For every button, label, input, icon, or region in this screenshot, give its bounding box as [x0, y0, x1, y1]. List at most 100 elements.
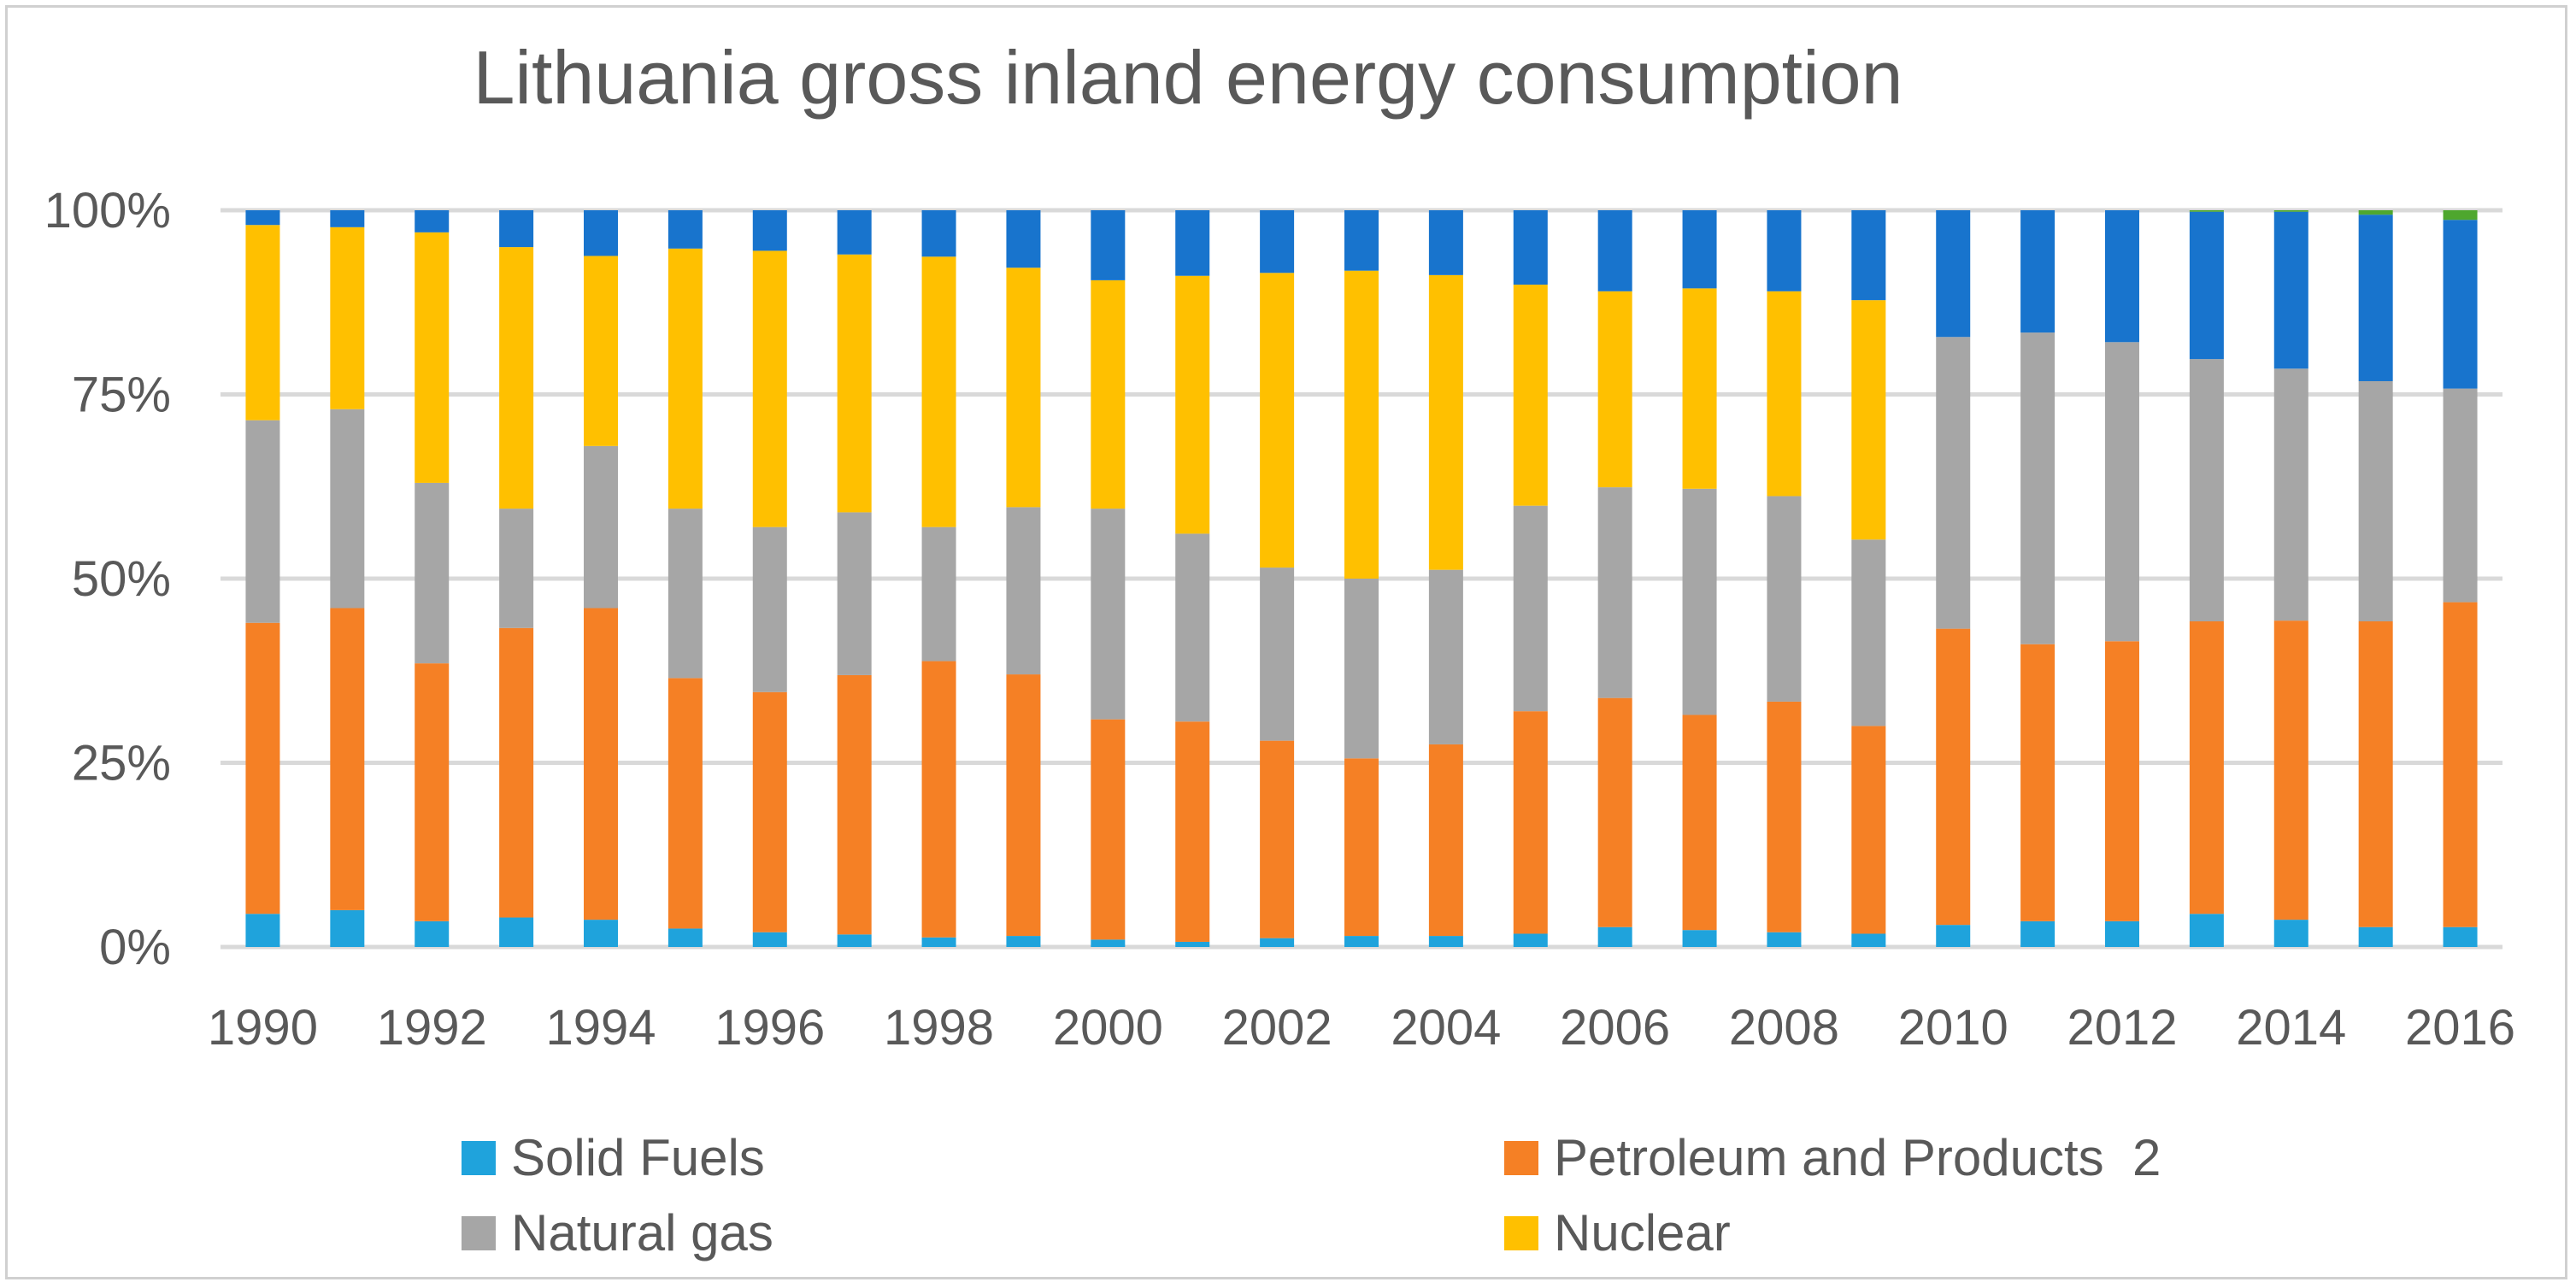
bar-segment-1994-s1 — [584, 608, 618, 920]
bar-segment-2002-s1 — [1260, 740, 1295, 938]
bar-segment-1990-s3 — [245, 225, 280, 421]
y-tick-label: 25% — [72, 736, 171, 791]
bar-segment-2006-s0 — [1597, 926, 1632, 947]
bar-segment-1992-s4 — [415, 210, 450, 232]
legend-item-petroleum: Petroleum and Products 2 — [1504, 1128, 2161, 1187]
chart-frame — [5, 5, 2567, 1279]
bar-segment-1998-s1 — [921, 661, 956, 938]
bar-segment-2015-s5 — [2358, 210, 2393, 215]
bar-segment-2009-s0 — [1851, 933, 1886, 947]
bar-segment-1994-s4 — [584, 210, 618, 256]
bar-segment-1996-s2 — [752, 526, 787, 692]
bar-segment-1999-s3 — [1006, 268, 1041, 508]
bars — [245, 210, 2478, 947]
x-tick-label: 2000 — [1053, 1000, 1163, 1056]
bar-segment-2013-s5 — [2189, 210, 2224, 212]
x-tick-label: 2002 — [1222, 1000, 1332, 1056]
bar-segment-2002-s4 — [1260, 210, 1295, 273]
bar-segment-1994-s3 — [584, 256, 618, 446]
bar-segment-2003-s3 — [1344, 270, 1379, 579]
bar-segment-2014-s2 — [2273, 368, 2308, 621]
bar-segment-2016-s4 — [2443, 220, 2478, 389]
x-tick-label: 2008 — [1729, 1000, 1839, 1056]
x-tick-label: 1990 — [208, 1000, 318, 1056]
bar-segment-1999-s4 — [1006, 210, 1041, 268]
bar-segment-2005-s3 — [1513, 285, 1548, 506]
bar-segment-1997-s3 — [837, 254, 872, 513]
bar-segment-2001-s2 — [1175, 533, 1210, 722]
bar-segment-2010-s0 — [1936, 925, 1971, 947]
bar-segment-2001-s4 — [1175, 210, 1210, 276]
legend-item-natural-gas: Natural gas — [462, 1203, 773, 1262]
bar-segment-2003-s2 — [1344, 579, 1379, 759]
bar-segment-1996-s4 — [752, 210, 787, 251]
bar-segment-1997-s1 — [837, 674, 872, 935]
x-tick-label: 2012 — [2067, 1000, 2177, 1056]
bar-segment-1995-s2 — [668, 509, 703, 679]
bar-segment-2015-s4 — [2358, 215, 2393, 381]
y-tick-label: 50% — [72, 551, 171, 607]
bar-segment-2011-s0 — [2020, 920, 2056, 947]
bar-segment-2004-s0 — [1428, 936, 1463, 947]
bar-segment-1993-s4 — [499, 210, 534, 248]
bar-segment-2000-s4 — [1091, 210, 1126, 280]
bar-segment-2001-s1 — [1175, 721, 1210, 942]
legend-label: Natural gas — [511, 1204, 773, 1262]
bar-segment-2008-s0 — [1767, 932, 1802, 947]
bar-segment-2003-s4 — [1344, 210, 1379, 271]
bar-segment-2012-s4 — [2105, 210, 2139, 343]
bar-segment-1998-s0 — [921, 937, 956, 947]
bar-segment-1997-s0 — [837, 934, 872, 947]
bar-segment-1991-s4 — [330, 210, 365, 227]
x-tick-label: 1998 — [884, 1000, 994, 1056]
bar-segment-1995-s4 — [668, 210, 703, 249]
bar-segment-2000-s3 — [1091, 279, 1126, 509]
bar-segment-2006-s2 — [1597, 487, 1632, 698]
bar-segment-1999-s2 — [1006, 507, 1041, 675]
bar-segment-1991-s3 — [330, 226, 365, 409]
bar-segment-2011-s4 — [2020, 210, 2056, 333]
bar-segment-1993-s1 — [499, 627, 534, 918]
bar-segment-2006-s1 — [1597, 697, 1632, 927]
bar-segment-2015-s1 — [2358, 620, 2393, 927]
x-tick-label: 2004 — [1391, 1000, 1501, 1056]
bar-segment-2003-s0 — [1344, 936, 1379, 947]
bar-segment-2004-s4 — [1428, 210, 1463, 275]
bar-segment-2009-s1 — [1851, 726, 1886, 934]
bar-segment-2005-s1 — [1513, 711, 1548, 934]
bar-segment-1993-s2 — [499, 509, 534, 628]
bar-segment-1991-s0 — [330, 909, 365, 947]
bar-segment-2004-s1 — [1428, 744, 1463, 937]
bar-segment-2010-s2 — [1936, 337, 1971, 629]
bar-segment-1997-s4 — [837, 210, 872, 255]
bar-segment-2007-s1 — [1682, 715, 1717, 931]
bar-segment-2007-s0 — [1682, 930, 1717, 947]
legend-swatch — [1504, 1140, 1538, 1175]
x-tick-label: 1992 — [377, 1000, 487, 1056]
bar-segment-2007-s4 — [1682, 210, 1717, 289]
bar-segment-2009-s3 — [1851, 300, 1886, 540]
bar-segment-2002-s3 — [1260, 273, 1295, 568]
bar-segment-2012-s0 — [2105, 920, 2139, 947]
bar-segment-1997-s2 — [837, 512, 872, 675]
bar-segment-2011-s1 — [2020, 644, 2056, 921]
y-tick-label: 100% — [44, 183, 171, 238]
bar-segment-1999-s1 — [1006, 674, 1041, 937]
bar-segment-2011-s2 — [2020, 332, 2056, 644]
bar-segment-2006-s3 — [1597, 291, 1632, 488]
bar-segment-2015-s2 — [2358, 380, 2393, 621]
x-tick-label: 1996 — [715, 1000, 825, 1056]
bar-segment-2014-s1 — [2273, 620, 2308, 920]
bar-segment-2008-s4 — [1767, 210, 1802, 291]
legend-label: Petroleum and Products 2 — [1554, 1129, 2161, 1186]
bar-segment-1994-s2 — [584, 445, 618, 609]
bar-segment-1990-s0 — [245, 914, 280, 947]
bar-segment-1990-s1 — [245, 622, 280, 915]
bar-segment-2008-s1 — [1767, 701, 1802, 932]
bar-segment-1995-s0 — [668, 928, 703, 947]
legend-item-solid-fuels: Solid Fuels — [462, 1128, 765, 1187]
bar-segment-1996-s0 — [752, 932, 787, 947]
bar-segment-1999-s0 — [1006, 936, 1041, 947]
bar-segment-2012-s2 — [2105, 342, 2139, 642]
legend-swatch — [1504, 1215, 1538, 1250]
